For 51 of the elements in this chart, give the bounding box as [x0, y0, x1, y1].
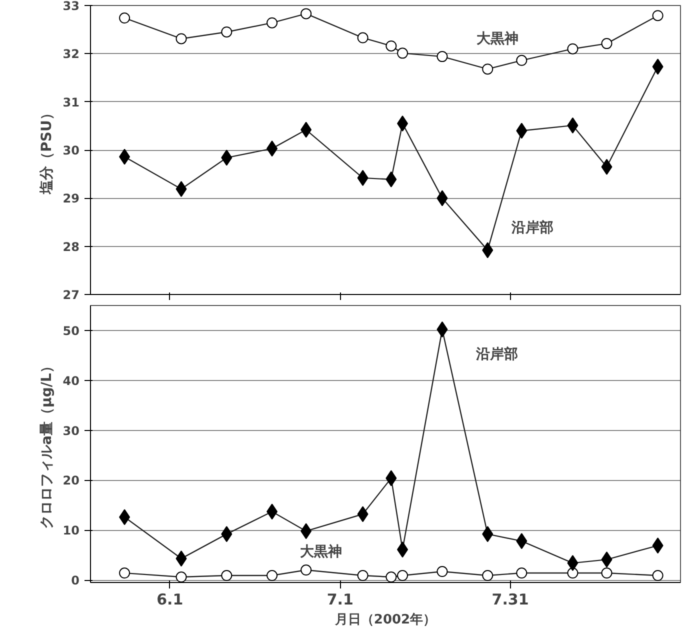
x-tick-label: 6.1 — [156, 590, 184, 608]
point — [516, 568, 528, 579]
y-axis-title: クロロフィルa量（μg/L） — [38, 359, 55, 529]
series-label: 沿岸部 — [475, 345, 518, 362]
y-tick-label: 33 — [62, 0, 80, 13]
x-axis-title: 月日（2002年） — [334, 612, 436, 628]
point — [300, 564, 312, 576]
point — [266, 17, 278, 28]
point — [221, 26, 232, 38]
x-tick-label: 7.1 — [326, 590, 354, 608]
point — [652, 570, 664, 582]
series-label: 大黒神 — [300, 543, 342, 560]
y-tick-label: 28 — [62, 240, 80, 254]
point — [357, 570, 368, 582]
point — [176, 33, 187, 44]
point — [652, 10, 664, 22]
x-tick-label: 7.31 — [492, 590, 529, 608]
y-tick-label: 50 — [62, 324, 80, 338]
point — [601, 38, 612, 50]
y-tick-label: 31 — [62, 95, 80, 110]
point — [436, 566, 448, 578]
y-tick-label: 40 — [62, 374, 80, 388]
series-label: 沿岸部 — [510, 219, 554, 236]
y-tick-label: 10 — [62, 524, 80, 538]
y-tick-label: 30 — [62, 144, 80, 158]
point — [397, 48, 408, 59]
point — [176, 572, 187, 582]
point — [397, 570, 408, 582]
point — [386, 40, 397, 52]
point — [300, 8, 312, 20]
point — [119, 568, 130, 579]
point — [601, 568, 612, 579]
point — [266, 570, 278, 582]
y-tick-label: 29 — [62, 192, 80, 206]
y-axis-title: 塩分（PSU） — [38, 106, 55, 195]
point — [567, 43, 578, 54]
point — [436, 51, 448, 62]
point — [516, 54, 528, 66]
point — [357, 32, 368, 44]
y-tick-label: 32 — [62, 47, 80, 62]
y-tick-label: 0 — [71, 574, 80, 588]
point — [482, 64, 494, 75]
point — [386, 572, 397, 582]
point — [482, 570, 494, 582]
y-tick-label: 27 — [62, 288, 80, 302]
point — [119, 12, 130, 24]
series-label: 大黒神 — [476, 30, 519, 48]
y-tick-label: 30 — [62, 424, 80, 438]
point — [567, 568, 578, 579]
y-tick-label: 20 — [62, 474, 80, 488]
point — [221, 570, 232, 582]
